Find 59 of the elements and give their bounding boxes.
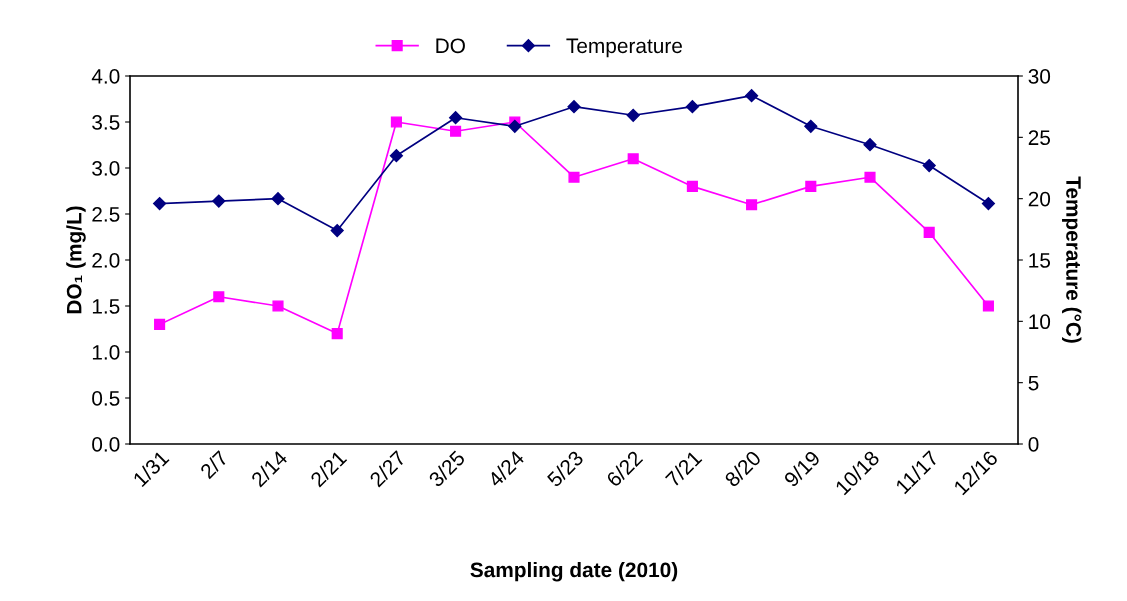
y2-tick-label: 0 [1028,437,1039,452]
y2-tick-label: 25 [1028,130,1051,146]
y-tick-label: 0.5 [92,391,120,406]
point [213,291,225,303]
point [685,100,699,114]
point [568,171,580,183]
legend-label: Temperature [566,38,682,58]
y-tick-label: 1.0 [92,345,120,360]
point [982,300,994,312]
y-axis-title: DO₁ (mg/L) [66,206,86,314]
x-tick-label: 1/31 [132,449,170,488]
point [508,119,522,133]
point [805,180,817,192]
x-tick-label: 8/20 [723,449,762,488]
point [981,196,995,211]
y-tick-label: 2.0 [92,253,120,268]
point [272,300,284,312]
point [626,108,640,122]
x-tick-label: 9/19 [782,449,821,488]
y-tick-label: 2.5 [92,207,120,222]
point [686,180,698,192]
y2-tick-label: 30 [1028,69,1051,84]
legend-label: DO [436,38,465,54]
point [864,171,876,183]
point [746,199,758,211]
x-tick-label: 2/21 [309,449,348,488]
x-tick-label: 5/23 [545,449,585,488]
x-axis-title: Sampling date (2010) [470,561,678,582]
x-tick-label: 6/22 [605,449,644,488]
y-tick-label: 0.0 [92,437,120,452]
point [922,158,936,173]
point [627,153,639,165]
point [212,194,226,208]
y2-tick-label: 10 [1029,314,1051,330]
y2-tick-label: 20 [1028,191,1051,207]
point [330,223,344,238]
y-tick-label: 3.5 [92,115,120,130]
point [450,125,462,137]
y-tick-label: 3.0 [92,161,120,176]
point [389,149,403,163]
y2-tick-label: 15 [1029,253,1051,268]
point [745,89,759,103]
point [271,192,285,206]
x-tick-label: 4/24 [486,449,526,489]
y2-tick-label: 5 [1028,375,1039,391]
point [804,119,818,133]
y2-axis-title: Temperature (°C) [1062,176,1082,343]
y-tick-label: 1.5 [92,299,120,314]
point [923,226,935,238]
point [154,318,166,330]
point [390,116,402,128]
y-tick-label: 4.0 [91,69,120,84]
point [331,328,343,340]
x-tick-label: 7/21 [664,449,703,488]
point [863,138,877,152]
x-tick-label: 2/7 [199,449,229,480]
point [449,111,463,125]
point [153,196,167,211]
point [567,100,581,114]
